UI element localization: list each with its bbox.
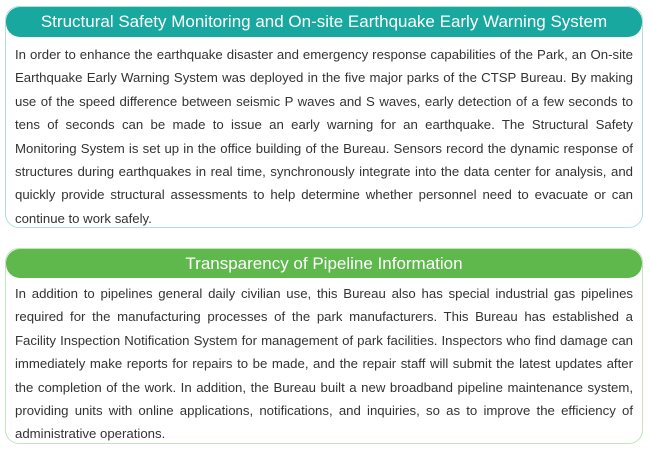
earthquake-warning-section: Structural Safety Monitoring and On-site… (5, 6, 643, 228)
section-body: In addition to pipelines general daily c… (15, 286, 633, 442)
pipeline-information-section: Transparency of Pipeline Information In … (5, 248, 643, 444)
section-body: In order to enhance the earthquake disas… (15, 47, 633, 226)
section-title: Transparency of Pipeline Information (6, 249, 642, 278)
section-title: Structural Safety Monitoring and On-site… (6, 7, 642, 37)
